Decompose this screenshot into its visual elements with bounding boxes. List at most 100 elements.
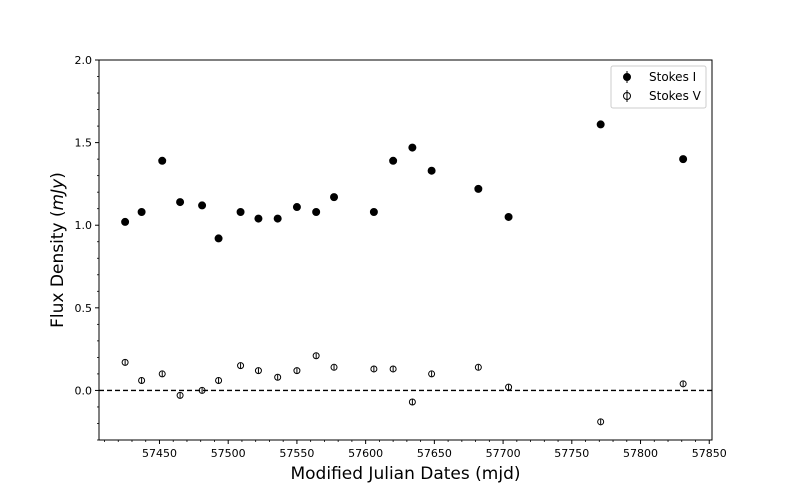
y-axis-label-unit: mJy: [48, 178, 68, 211]
stokes-i-point: [121, 217, 130, 226]
legend-box: [610, 65, 707, 109]
stokes-v-point: [176, 391, 184, 399]
stokes-v-point: [254, 367, 262, 375]
stokes-v-point: [679, 380, 687, 388]
stokes-i-point: [389, 156, 398, 165]
stokes-v-marker: [408, 398, 416, 406]
legend-entry-stokes-v: Stokes V: [623, 89, 702, 103]
legend-marker-stokes-v: [623, 92, 631, 100]
stokes-v-point: [312, 352, 320, 360]
stokes-i-marker: [121, 217, 130, 226]
x-tick-label: 57700: [486, 447, 521, 460]
stokes-v-point: [198, 386, 206, 394]
stokes-v-point: [330, 363, 338, 371]
legend-marker-stokes-i: [623, 73, 631, 81]
stokes-v-marker: [428, 370, 436, 378]
stokes-v-marker: [330, 363, 338, 371]
stokes-v-point: [215, 377, 223, 385]
stokes-v-marker: [176, 391, 184, 399]
stokes-i-point: [330, 193, 339, 202]
stokes-v-marker: [370, 365, 378, 373]
stokes-v-marker: [679, 380, 687, 388]
stokes-i-point: [312, 208, 321, 216]
y-tick-label: 0.0: [75, 384, 93, 397]
legend-label-stokes-v: Stokes V: [649, 89, 702, 103]
stokes-v-marker: [254, 367, 262, 375]
stokes-i-point: [427, 166, 436, 175]
stokes-v-marker: [158, 370, 166, 378]
stokes-i-point: [369, 208, 378, 216]
stokes-v-marker: [237, 362, 245, 370]
stokes-i-point: [679, 155, 688, 164]
axis-ticks: 57450 57500 57550 57600 57650 57700 57750 57800…: [75, 54, 727, 460]
stokes-i-marker: [679, 155, 688, 164]
stokes-v-point: [274, 373, 282, 381]
stokes-v-point: [370, 365, 378, 373]
stokes-i-marker: [254, 214, 263, 223]
legend-label-stokes-i: Stokes I: [649, 70, 696, 84]
stokes-i-marker: [427, 166, 436, 175]
stokes-i-point: [273, 214, 282, 223]
stokes-v-point: [505, 383, 513, 391]
stokes-i-marker: [137, 208, 146, 216]
stokes-i-marker: [236, 208, 245, 216]
stokes-i-point: [158, 156, 167, 165]
y-tick-label: 0.5: [75, 302, 93, 315]
stokes-i-marker: [292, 203, 301, 212]
stokes-v-point: [158, 370, 166, 378]
stokes-v-point: [408, 398, 416, 406]
stokes-i-marker: [198, 201, 207, 210]
stokes-v-marker: [389, 365, 397, 373]
stokes-i-marker: [176, 198, 185, 207]
stokes-i-point: [504, 212, 513, 221]
legend-entry-stokes-i: Stokes I: [623, 70, 696, 84]
stokes-v-marker: [597, 418, 605, 426]
stokes-i-marker: [158, 156, 167, 165]
stokes-v-marker: [312, 352, 320, 360]
legend: Stokes I Stokes V: [610, 65, 707, 109]
stokes-i-point: [214, 234, 223, 243]
x-tick-label: 57550: [279, 447, 314, 460]
y-axis-label-prefix: Flux Density (: [48, 210, 68, 327]
stokes-v-point: [597, 418, 605, 426]
stokes-v-point: [389, 365, 397, 373]
x-tick-label: 57750: [554, 447, 589, 460]
stokes-v-point: [138, 377, 146, 385]
x-tick-label: 57850: [692, 447, 727, 460]
stokes-i-marker: [273, 214, 282, 223]
x-axis-label: Modified Julian Dates (mjd): [290, 464, 520, 484]
stokes-i-marker: [312, 208, 321, 216]
stokes-i-point: [292, 203, 301, 212]
stokes-v-marker: [505, 383, 513, 391]
stokes-i-marker: [408, 143, 417, 152]
stokes-v-marker: [121, 358, 129, 366]
stokes-i-point: [236, 208, 245, 216]
stokes-i-marker: [330, 193, 339, 202]
stokes-i-marker: [389, 156, 398, 165]
data-marks: [121, 120, 688, 426]
x-tick-label: 57450: [142, 447, 177, 460]
stokes-i-marker: [214, 234, 223, 243]
stokes-i-point: [408, 143, 417, 152]
stokes-v-point: [237, 362, 245, 370]
y-tick-label: 2.0: [75, 54, 93, 67]
stokes-v-marker: [474, 363, 482, 371]
stokes-i-point: [596, 120, 605, 129]
stokes-v-marker: [293, 367, 301, 375]
stokes-i-marker: [474, 184, 483, 193]
y-axis-label: Flux Density (mJy): [48, 172, 68, 328]
x-tick-label: 57600: [348, 447, 383, 460]
stokes-i-point: [176, 198, 185, 207]
y-axis-label-suffix: ): [48, 172, 68, 179]
stokes-v-marker: [274, 373, 282, 381]
stokes-v-marker: [198, 386, 206, 394]
stokes-v-marker: [215, 377, 223, 385]
stokes-v-marker: [138, 377, 146, 385]
stokes-i-point: [137, 208, 146, 216]
y-tick-label: 1.0: [75, 219, 93, 232]
stokes-v-point: [428, 370, 436, 378]
stokes-v-point: [474, 363, 482, 371]
stokes-i-marker: [596, 120, 605, 129]
x-tick-label: 57650: [417, 447, 452, 460]
